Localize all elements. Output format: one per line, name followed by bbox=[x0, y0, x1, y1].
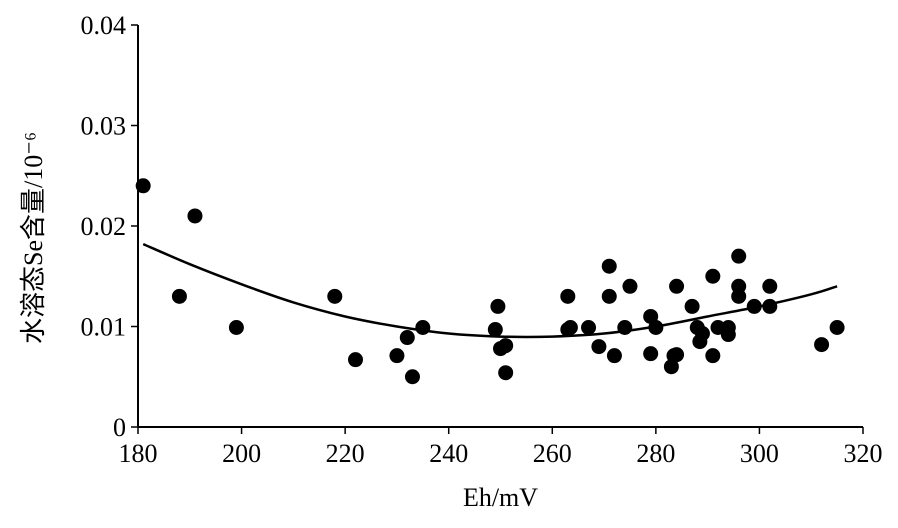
data-point bbox=[669, 347, 685, 363]
data-point bbox=[746, 298, 762, 314]
y-tick-label: 0.02 bbox=[81, 212, 127, 241]
y-tick-label: 0.04 bbox=[81, 11, 127, 40]
y-tick-label: 0.01 bbox=[81, 313, 127, 342]
data-point bbox=[762, 298, 778, 314]
trend-curve bbox=[142, 242, 838, 339]
data-point bbox=[399, 330, 415, 346]
data-point bbox=[171, 288, 187, 304]
data-point bbox=[643, 346, 659, 362]
data-point bbox=[648, 320, 664, 336]
data-point bbox=[617, 320, 633, 336]
data-point bbox=[731, 288, 747, 304]
data-points-layer bbox=[135, 178, 845, 385]
x-tick-label: 280 bbox=[636, 439, 675, 468]
data-point bbox=[487, 322, 503, 338]
data-point bbox=[581, 320, 597, 336]
data-point bbox=[404, 369, 420, 385]
data-point bbox=[498, 365, 514, 381]
x-axis-title: Eh/mV bbox=[463, 483, 538, 512]
data-point bbox=[606, 348, 622, 364]
data-point bbox=[814, 337, 830, 353]
data-point bbox=[622, 278, 638, 294]
data-point bbox=[415, 320, 431, 336]
data-point bbox=[348, 352, 363, 368]
data-point bbox=[731, 248, 747, 264]
data-point bbox=[389, 348, 405, 364]
data-point bbox=[694, 326, 710, 342]
data-point bbox=[498, 338, 514, 354]
x-tick-label: 180 bbox=[119, 439, 158, 468]
x-tick-label: 300 bbox=[740, 439, 779, 468]
data-point bbox=[669, 278, 685, 294]
data-point bbox=[560, 288, 576, 304]
data-point bbox=[684, 298, 700, 314]
data-point bbox=[705, 348, 721, 364]
x-tick-label: 220 bbox=[326, 439, 365, 468]
data-point bbox=[762, 278, 778, 294]
x-tick-label: 200 bbox=[222, 439, 261, 468]
data-point bbox=[562, 320, 578, 336]
data-point bbox=[327, 288, 343, 304]
x-tick-label: 240 bbox=[429, 439, 468, 468]
y-axis-title: 水溶态Se含量/10⁻⁶ bbox=[19, 132, 48, 344]
data-point bbox=[829, 320, 845, 336]
data-point bbox=[228, 320, 244, 336]
tick-labels-layer: 180 200 220 240 260 280 300 320 0 0.01 0.02 0.03 0.0… bbox=[81, 11, 883, 468]
x-tick-label: 320 bbox=[844, 439, 883, 468]
data-point bbox=[705, 268, 721, 284]
data-point bbox=[720, 327, 736, 343]
y-tick-label: 0 bbox=[113, 413, 126, 442]
data-point bbox=[490, 298, 506, 314]
y-tick-label: 0.03 bbox=[81, 112, 127, 141]
data-point bbox=[591, 339, 607, 355]
data-point bbox=[601, 288, 617, 304]
data-point bbox=[601, 258, 617, 274]
data-point bbox=[135, 178, 151, 194]
data-point bbox=[187, 208, 203, 224]
trend-curve-layer bbox=[142, 242, 838, 339]
axes bbox=[131, 24, 864, 434]
x-tick-label: 260 bbox=[533, 439, 572, 468]
